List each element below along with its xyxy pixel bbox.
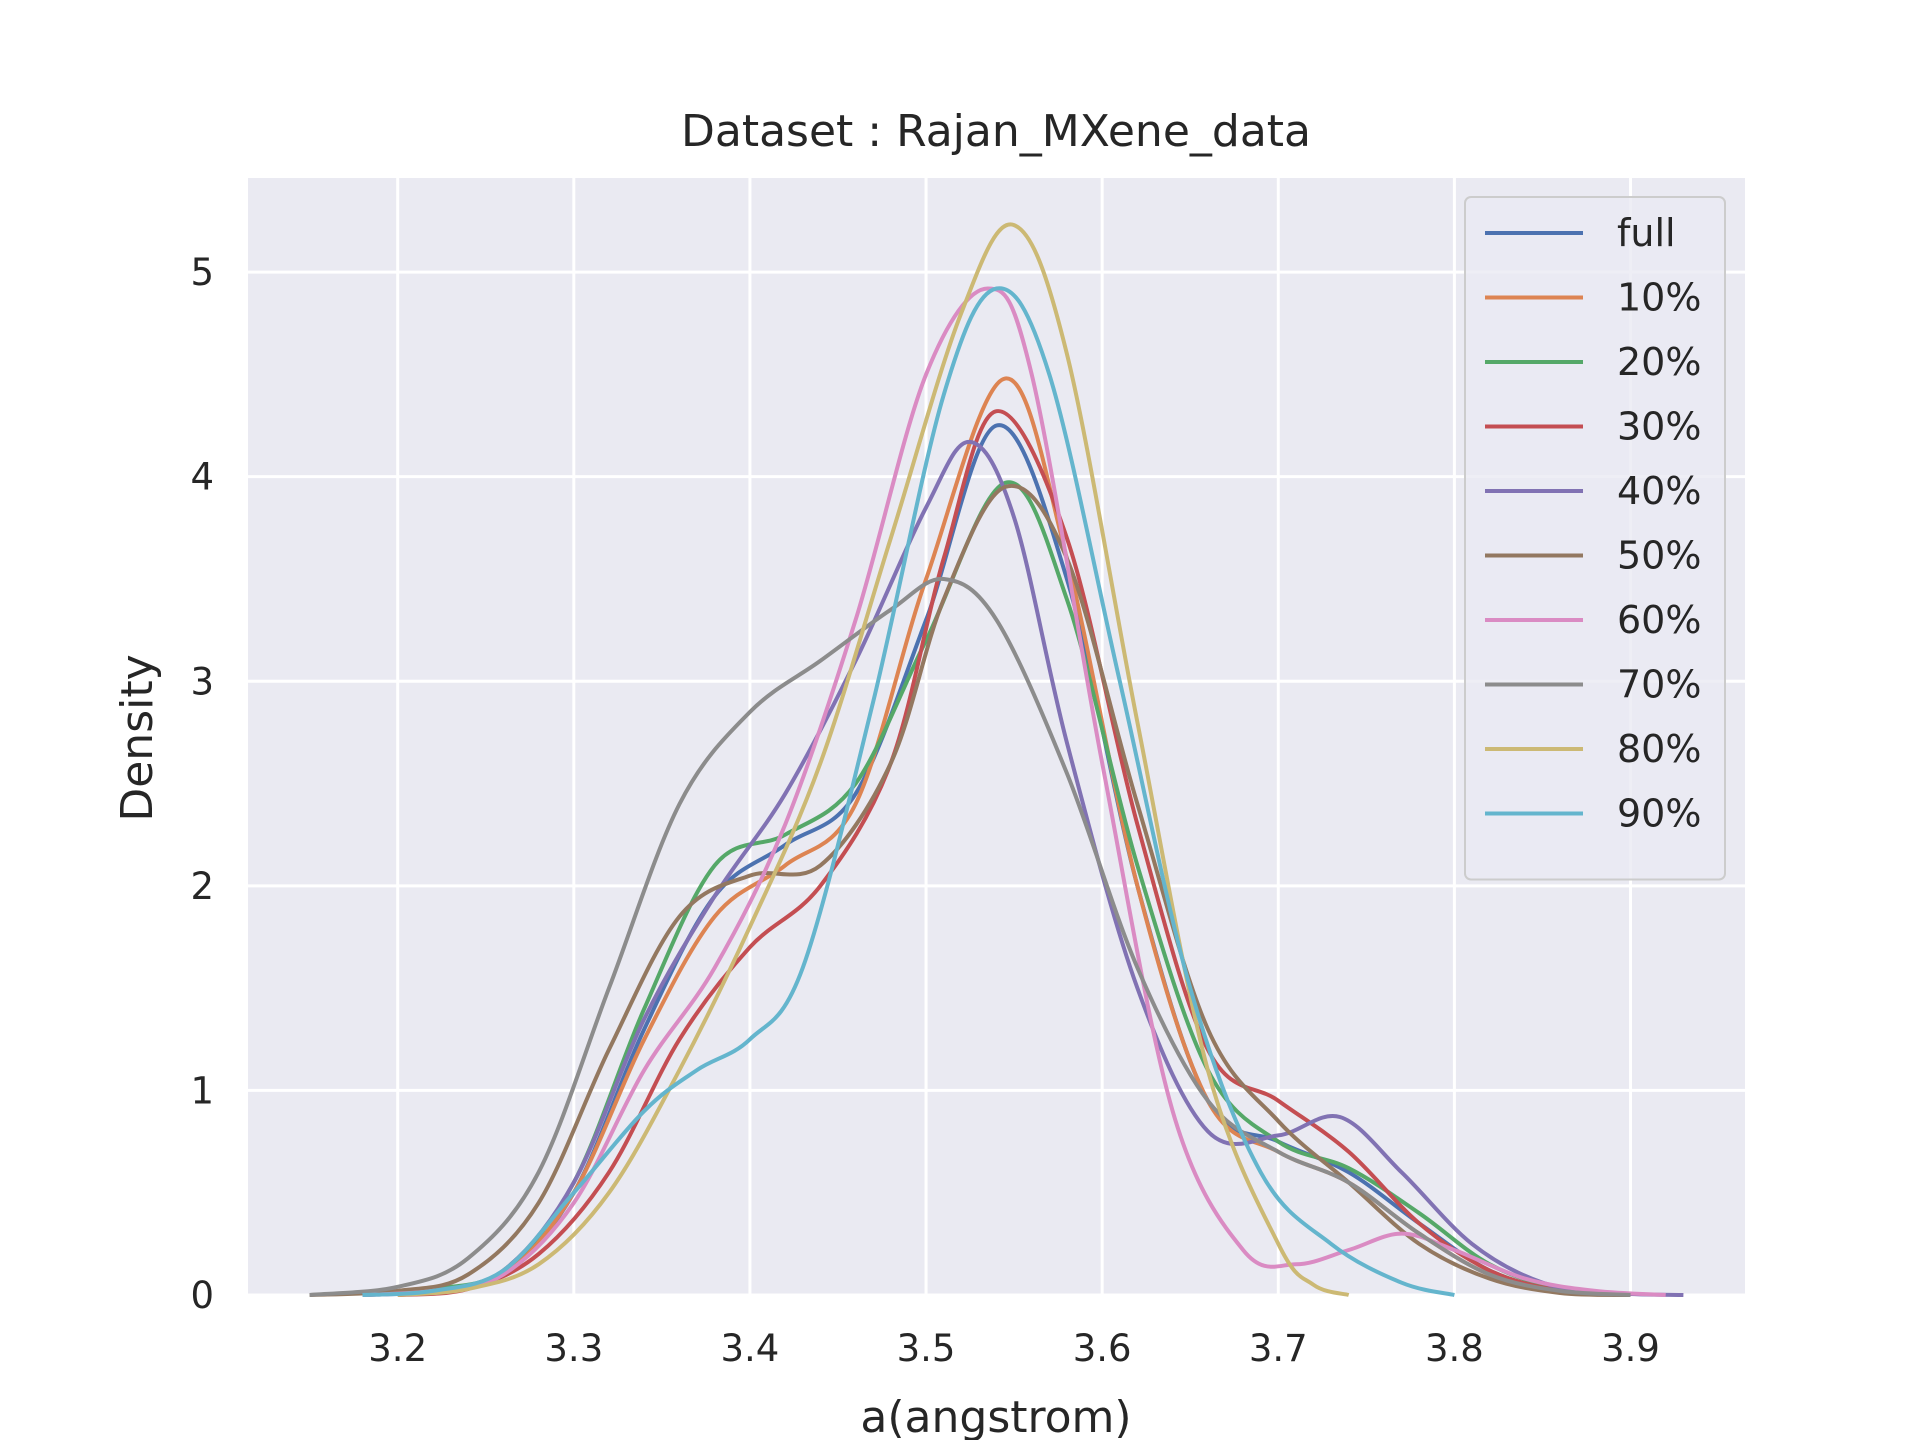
chart-title: Dataset : Rajan_MXene_data [681, 106, 1311, 157]
legend-label: 40% [1617, 469, 1701, 513]
y-tick-label: 3 [190, 660, 214, 703]
legend-label: 90% [1617, 792, 1701, 836]
x-tick-label: 3.8 [1425, 1327, 1484, 1370]
legend-box [1464, 196, 1726, 881]
series-line-80pct [397, 222, 1350, 1297]
x-tick-label: 3.4 [721, 1327, 780, 1370]
x-tick-label: 3.6 [1073, 1327, 1132, 1370]
series-line-90pct [362, 286, 1455, 1297]
y-axis-title: Density [112, 654, 163, 821]
series-line-60pct [362, 286, 1666, 1297]
legend-label: 30% [1617, 405, 1701, 449]
legend-label: 10% [1617, 276, 1701, 320]
x-tick-label: 3.7 [1249, 1327, 1308, 1370]
y-tick-label: 5 [190, 251, 214, 294]
y-tick-label: 4 [190, 456, 214, 499]
legend-label: full [1617, 211, 1676, 255]
y-tick-label: 1 [190, 1069, 214, 1112]
legend: full 10% 20% 30% 40% 50% 60% 70% 80% 90% [1464, 196, 1726, 881]
x-tick-label: 3.2 [368, 1327, 427, 1370]
y-tick-label: 2 [190, 865, 214, 908]
series-lines [309, 222, 1684, 1297]
series-line-40pct [362, 439, 1684, 1297]
legend-label: 80% [1617, 727, 1701, 771]
y-tick-label: 0 [190, 1274, 214, 1317]
legend-label: 60% [1617, 598, 1701, 642]
legend-label: 50% [1617, 534, 1701, 578]
x-tick-label: 3.3 [544, 1327, 603, 1370]
y-tick-labels: 0 1 2 3 4 5 [190, 251, 214, 1317]
x-tick-label: 3.9 [1601, 1327, 1660, 1370]
legend-label: 70% [1617, 663, 1701, 707]
legend-label: 20% [1617, 340, 1701, 384]
series-line-70pct [309, 576, 1631, 1297]
x-axis-title: a(angstrom) [860, 1392, 1131, 1440]
series-line-50pct [309, 483, 1631, 1297]
series-line-30pct [397, 409, 1631, 1297]
x-tick-label: 3.5 [897, 1327, 956, 1370]
x-tick-labels: 3.2 3.3 3.4 3.5 3.6 3.7 3.8 3.9 [368, 1327, 1660, 1370]
